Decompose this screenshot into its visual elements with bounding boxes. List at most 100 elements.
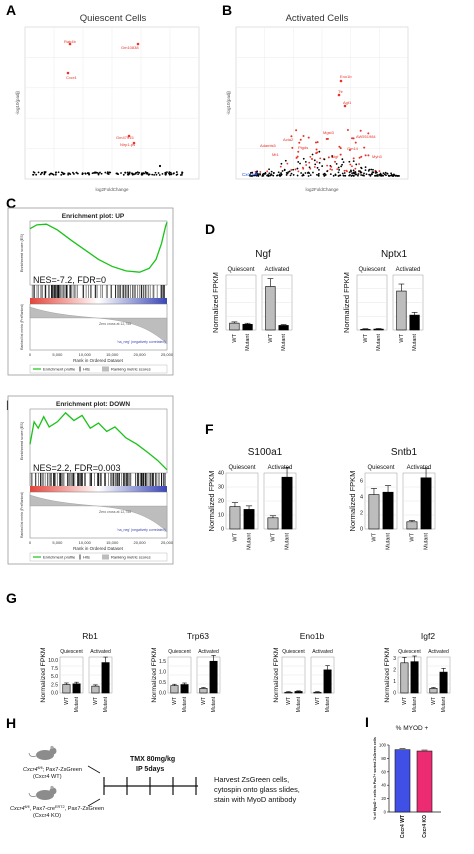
y-tick-label: 3	[393, 656, 396, 662]
panel-a: A Quiescent Cells log2FoldChange -log10(…	[6, 2, 200, 192]
group-label: Quiescent	[367, 465, 394, 471]
significant-point	[367, 154, 370, 157]
data-point	[314, 163, 317, 166]
data-point	[318, 150, 321, 153]
gsea-c-ylabel: Enrichment score (ES)	[20, 233, 24, 272]
gsea-e-stats: NES=2.2, FDR=0.003	[33, 463, 121, 473]
group-label: Quiescent	[228, 465, 255, 471]
data-point	[332, 174, 335, 177]
mouse-wt-label: Cxcr4fl/fl; Pax7-ZsGreen	[23, 766, 82, 773]
significant-point	[290, 135, 293, 138]
data-point	[338, 169, 341, 171]
data-point	[141, 173, 144, 176]
panel-b-ylabel: -log10(padj)	[226, 90, 231, 115]
data-point	[151, 173, 154, 176]
data-point	[287, 171, 290, 174]
data-point	[330, 165, 333, 168]
data-point	[57, 171, 60, 174]
data-point	[386, 172, 389, 175]
group-label: Quiescent	[398, 649, 421, 655]
gsea-c-es-curve	[29, 222, 168, 273]
bar	[400, 662, 409, 694]
data-point	[308, 166, 311, 169]
data-point	[302, 167, 305, 170]
data-point	[319, 157, 322, 160]
data-point	[41, 171, 44, 174]
data-point	[39, 173, 42, 176]
bar-chart-ngf: Ngf Quiescent Activated WT Mutant WT Mutant Nor…	[211, 249, 293, 351]
data-point	[335, 162, 338, 165]
y-tick-label: 1.0	[159, 669, 166, 675]
bar	[281, 476, 293, 530]
x-category-label: Mutant	[182, 696, 188, 712]
gene-label: AW551984	[356, 134, 376, 139]
significant-point	[367, 132, 370, 135]
bar	[368, 494, 380, 530]
y-axis-label: % of MyoD + cells in Pax7+ sorted ZsGree…	[373, 737, 377, 820]
x-tick-label: 0	[29, 352, 32, 357]
x-category-label: Mutant	[412, 334, 418, 351]
legend-profile: Enrichment profile	[43, 555, 76, 560]
significant-point	[338, 145, 341, 148]
arrow-icon	[87, 765, 101, 774]
significant-point	[295, 129, 298, 132]
data-point	[396, 175, 399, 177]
group-label: Quiescent	[282, 649, 305, 655]
data-point	[284, 159, 287, 162]
data-point	[352, 171, 355, 174]
data-point	[313, 166, 316, 168]
data-point	[136, 171, 139, 174]
arrow-icon	[87, 798, 101, 807]
gene-label: Ptgds	[298, 145, 308, 150]
data-point	[394, 174, 397, 177]
bar-chart-title: Ngf	[255, 249, 271, 260]
x-tick-label: 10,000	[79, 540, 92, 545]
data-point	[266, 174, 268, 177]
data-point	[350, 175, 353, 177]
x-category-label: WT	[431, 697, 437, 705]
y-tick-label: 0	[360, 527, 363, 533]
data-point	[307, 175, 310, 177]
bar-chart-title: Rb1	[82, 631, 98, 641]
bar	[229, 506, 241, 530]
x-category-label: WT	[233, 532, 239, 541]
panel-letter-f: F	[205, 421, 214, 437]
data-point	[294, 168, 297, 171]
gsea-e-neg-label: 'na_neg' (negatively correlated)	[117, 528, 166, 532]
data-point	[296, 167, 299, 170]
bar	[278, 325, 289, 331]
x-tick-label: 20,000	[133, 352, 146, 357]
data-point	[135, 171, 138, 174]
data-point	[128, 171, 131, 174]
significant-point	[354, 141, 357, 144]
data-point	[341, 163, 344, 166]
significant-point	[315, 148, 318, 151]
x-category-label: WT	[399, 333, 405, 342]
data-point	[387, 174, 390, 177]
x-category-label: Mutant	[285, 533, 291, 550]
y-tick-label: 20	[381, 796, 386, 801]
bar	[72, 683, 81, 694]
y-tick-label: 40	[218, 471, 224, 477]
data-point	[49, 172, 52, 175]
data-point	[261, 174, 264, 177]
mouse-icon	[28, 745, 57, 760]
data-point	[148, 173, 151, 176]
bar	[360, 329, 371, 331]
data-point	[376, 173, 379, 176]
bar-chart-trp63: Trp63 Quiescent Activated WT Mutant WT Mutant 0…	[151, 631, 221, 712]
data-point	[280, 173, 283, 176]
y-tick-label: 10.0	[48, 658, 58, 664]
significant-point	[295, 156, 298, 159]
y-tick-label: 30	[218, 485, 224, 491]
data-point	[168, 173, 171, 175]
panel-b-title: Activated Cells	[286, 13, 349, 24]
data-point	[259, 173, 261, 176]
data-point	[142, 172, 145, 174]
data-point	[326, 164, 329, 167]
bar	[313, 691, 322, 694]
data-point	[309, 167, 312, 170]
gene-label: Mt1	[272, 152, 279, 157]
panel-letter-h: H	[6, 715, 16, 731]
data-point	[351, 165, 353, 168]
